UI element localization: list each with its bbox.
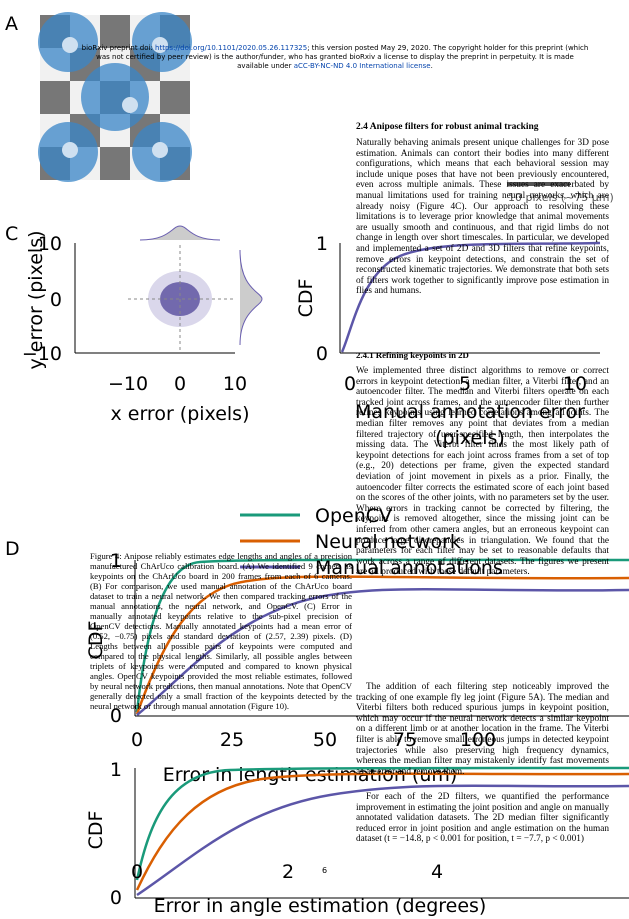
license-link[interactable]: aCC-BY-NC-ND 4.0 International license (294, 62, 431, 70)
subsection-heading: 2.4.1 Refining keypoints in 2D (356, 350, 469, 360)
section-heading: 2.4 Anipose filters for robust animal tr… (356, 122, 539, 132)
y-tick-label: 0 (110, 887, 122, 909)
y-axis-label: CDF (85, 811, 107, 850)
notice-text: . (431, 62, 433, 70)
x-axis-label: x error (pixels) (110, 403, 249, 425)
doi-link[interactable]: https://doi.org/10.1101/2020.05.26.11732… (155, 44, 307, 52)
panel-letter: D (5, 538, 20, 560)
x-tick-label: 0 (131, 861, 143, 883)
y-axis-label: CDF (295, 279, 317, 318)
x-tick-label: 50 (313, 729, 337, 751)
notice-text: bioRxiv preprint doi: (82, 44, 155, 52)
y-tick-label: 1 (110, 759, 122, 781)
paragraph: Naturally behaving animals present uniqu… (356, 138, 609, 297)
scatter-panel (75, 226, 262, 353)
figure-caption: Figure 4: Anipose reliably estimates edg… (90, 551, 352, 711)
x-tick-label: 4 (431, 861, 443, 883)
charuco-board (38, 12, 192, 182)
page: A C D 10 pixels (~75 μm) 10 0 −10 −10 0 … (0, 0, 629, 919)
paragraph: We implemented three distinct algorithms… (356, 366, 609, 578)
panel-letter: A (5, 13, 18, 35)
x-tick-label: 25 (220, 729, 244, 751)
preprint-notice: bioRxiv preprint doi: https://doi.org/10… (40, 44, 629, 70)
y-tick-label: 0 (50, 289, 62, 311)
page-number: 6 (322, 866, 327, 875)
notice-text: available under (237, 62, 294, 70)
x-tick-label: 0 (174, 373, 186, 395)
y-axis-label: y error (pixels) (25, 230, 47, 369)
notice-text: ; this version posted May 29, 2020. The … (307, 44, 588, 52)
paragraph: For each of the 2D filters, we quantifie… (356, 792, 609, 845)
y-tick-label: 1 (316, 233, 328, 255)
paragraph: The addition of each filtering step noti… (356, 682, 609, 777)
x-tick-label: 2 (282, 861, 294, 883)
x-tick-label: 10 (223, 373, 247, 395)
y-tick-label: 0 (316, 343, 328, 365)
x-tick-label: 0 (131, 729, 143, 751)
notice-text: was not certified by peer review) is the… (96, 53, 574, 61)
panel-letter: C (5, 223, 18, 245)
x-axis-label: Error in angle estimation (degrees) (154, 895, 487, 917)
x-tick-label: −10 (108, 373, 148, 395)
x-tick-label: 0 (344, 373, 356, 395)
